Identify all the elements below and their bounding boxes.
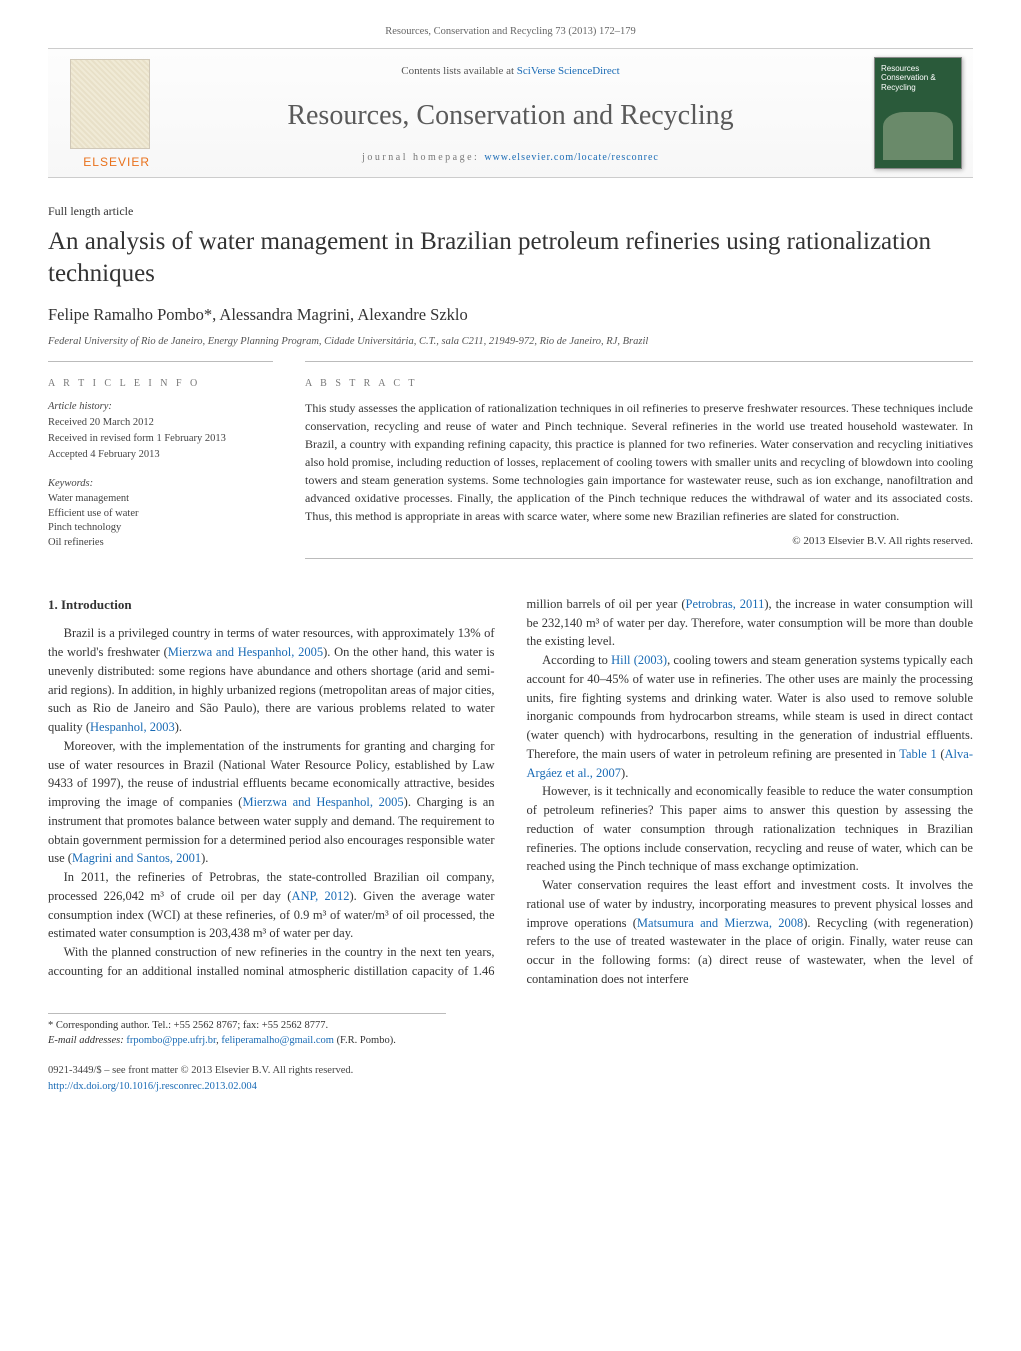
email-link[interactable]: feliperamalho@gmail.com <box>221 1035 334 1046</box>
email-tail: (F.R. Pombo). <box>334 1035 396 1046</box>
text: ( <box>937 747 945 761</box>
publisher-block: ELSEVIER <box>48 49 158 177</box>
email-link[interactable]: frpombo@ppe.ufrj.br <box>126 1035 216 1046</box>
running-head: Resources, Conservation and Recycling 73… <box>48 24 973 49</box>
article-title: An analysis of water management in Brazi… <box>48 226 973 291</box>
table-ref-link[interactable]: Table 1 <box>899 747 936 761</box>
contents-line: Contents lists available at SciVerse Sci… <box>166 63 855 80</box>
history-heading: Article history: <box>48 399 273 415</box>
homepage-prefix: journal homepage: <box>362 152 484 163</box>
text: ). <box>621 766 628 780</box>
abstract-heading: A B S T R A C T <box>305 376 973 391</box>
elsevier-tree-icon <box>70 59 150 149</box>
meta-row: A R T I C L E I N F O Article history: R… <box>48 361 973 559</box>
citation-link[interactable]: Mierzwa and Hespanhol, 2005 <box>168 645 323 659</box>
abstract-copyright: © 2013 Elsevier B.V. All rights reserved… <box>305 533 973 550</box>
citation-link[interactable]: Petrobras, 2011 <box>686 597 765 611</box>
contents-prefix: Contents lists available at <box>401 65 516 77</box>
history-revised: Received in revised form 1 February 2013 <box>48 431 273 447</box>
keywords-heading: Keywords: <box>48 476 273 492</box>
paragraph: Water conservation requires the least ef… <box>527 876 974 989</box>
homepage-line: journal homepage: www.elsevier.com/locat… <box>166 150 855 165</box>
homepage-link[interactable]: www.elsevier.com/locate/resconrec <box>484 152 659 163</box>
journal-title: Resources, Conservation and Recycling <box>166 95 855 137</box>
sciencedirect-link[interactable]: SciVerse ScienceDirect <box>517 65 620 77</box>
bottom-matter: 0921-3449/$ – see front matter © 2013 El… <box>48 1063 973 1095</box>
citation-link[interactable]: Mierzwa and Hespanhol, 2005 <box>242 795 403 809</box>
banner-center: Contents lists available at SciVerse Sci… <box>158 49 863 177</box>
email-label: E-mail addresses: <box>48 1035 126 1046</box>
history-accepted: Accepted 4 February 2013 <box>48 447 273 463</box>
paragraph: However, is it technically and economica… <box>527 782 974 876</box>
text: ). <box>201 851 208 865</box>
doi-link[interactable]: http://dx.doi.org/10.1016/j.resconrec.20… <box>48 1081 257 1092</box>
keyword: Oil refineries <box>48 536 273 551</box>
keyword: Water management <box>48 492 273 507</box>
paragraph: In 2011, the refineries of Petrobras, th… <box>48 868 495 943</box>
citation-link[interactable]: Magrini and Santos, 2001 <box>72 851 201 865</box>
paragraph: Moreover, with the implementation of the… <box>48 737 495 868</box>
keyword: Pinch technology <box>48 521 273 536</box>
citation-link[interactable]: Matsumura and Mierzwa, 2008 <box>637 916 803 930</box>
text: According to <box>542 653 611 667</box>
journal-cover-icon: Resources Conservation & Recycling <box>874 57 962 169</box>
cover-block: Resources Conservation & Recycling <box>863 49 973 177</box>
affiliation: Federal University of Rio de Janeiro, En… <box>48 334 973 350</box>
paragraph: According to Hill (2003), cooling towers… <box>527 651 974 782</box>
paragraph: Brazil is a privileged country in terms … <box>48 624 495 737</box>
info-heading: A R T I C L E I N F O <box>48 376 273 391</box>
keyword: Efficient use of water <box>48 507 273 522</box>
article-info: A R T I C L E I N F O Article history: R… <box>48 361 273 559</box>
section-heading: 1. Introduction <box>48 595 495 615</box>
history-received: Received 20 March 2012 <box>48 415 273 431</box>
text: , cooling towers and steam generation sy… <box>527 653 974 761</box>
citation-link[interactable]: ANP, 2012 <box>291 889 349 903</box>
abstract-body: This study assesses the application of r… <box>305 399 973 525</box>
rule <box>305 558 973 559</box>
footnotes: * Corresponding author. Tel.: +55 2562 8… <box>48 1013 446 1050</box>
body-columns: 1. Introduction Brazil is a privileged c… <box>48 595 973 989</box>
corresponding-author: * Corresponding author. Tel.: +55 2562 8… <box>48 1018 446 1034</box>
authors: Felipe Ramalho Pombo*, Alessandra Magrin… <box>48 303 973 328</box>
text: ). <box>175 720 182 734</box>
abstract-block: A B S T R A C T This study assesses the … <box>305 361 973 559</box>
journal-banner: ELSEVIER Contents lists available at Sci… <box>48 49 973 178</box>
article-type: Full length article <box>48 202 973 220</box>
publisher-name: ELSEVIER <box>83 153 150 171</box>
email-line: E-mail addresses: frpombo@ppe.ufrj.br, f… <box>48 1033 446 1049</box>
issn-line: 0921-3449/$ – see front matter © 2013 El… <box>48 1063 973 1079</box>
citation-link[interactable]: Hespanhol, 2003 <box>90 720 175 734</box>
citation-link[interactable]: Hill (2003) <box>611 653 667 667</box>
